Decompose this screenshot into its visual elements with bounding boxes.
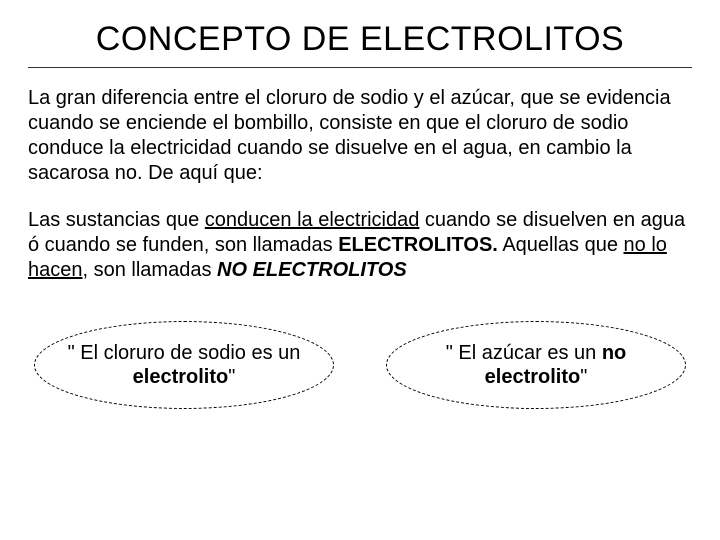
title-underline xyxy=(28,67,692,68)
definition-paragraph: Las sustancias que conducen la electrici… xyxy=(28,208,692,283)
ovals-row: " El cloruro de sodio es un electrolito"… xyxy=(28,321,692,409)
oval1-q2: " xyxy=(228,366,235,388)
def-bold-electrolitos: ELECTROLITOS. xyxy=(338,234,498,256)
oval2-text: " El azúcar es un no electrolito" xyxy=(415,341,657,389)
slide: CONCEPTO DE ELECTROLITOS La gran diferen… xyxy=(0,0,720,540)
def-bold-noelectrolitos: NO ELECTROLITOS xyxy=(217,259,407,281)
oval2-q2: " xyxy=(580,366,587,388)
intro-paragraph: La gran diferencia entre el cloruro de s… xyxy=(28,86,692,186)
oval2-q1: " El azúcar es un xyxy=(446,342,602,364)
page-title: CONCEPTO DE ELECTROLITOS xyxy=(28,20,692,59)
oval1-q1: " El cloruro de sodio es un xyxy=(68,342,301,364)
def-text-g: , son llamadas xyxy=(83,259,218,281)
oval1-bold: electrolito xyxy=(133,366,229,388)
def-text-a: Las sustancias que xyxy=(28,209,205,231)
def-text-e: Aquellas que xyxy=(498,234,624,256)
oval1-text: " El cloruro de sodio es un electrolito" xyxy=(63,341,305,389)
oval-electrolito: " El cloruro de sodio es un electrolito" xyxy=(34,321,334,409)
def-underline-conduct: conducen la electricidad xyxy=(205,209,420,231)
oval-no-electrolito: " El azúcar es un no electrolito" xyxy=(386,321,686,409)
